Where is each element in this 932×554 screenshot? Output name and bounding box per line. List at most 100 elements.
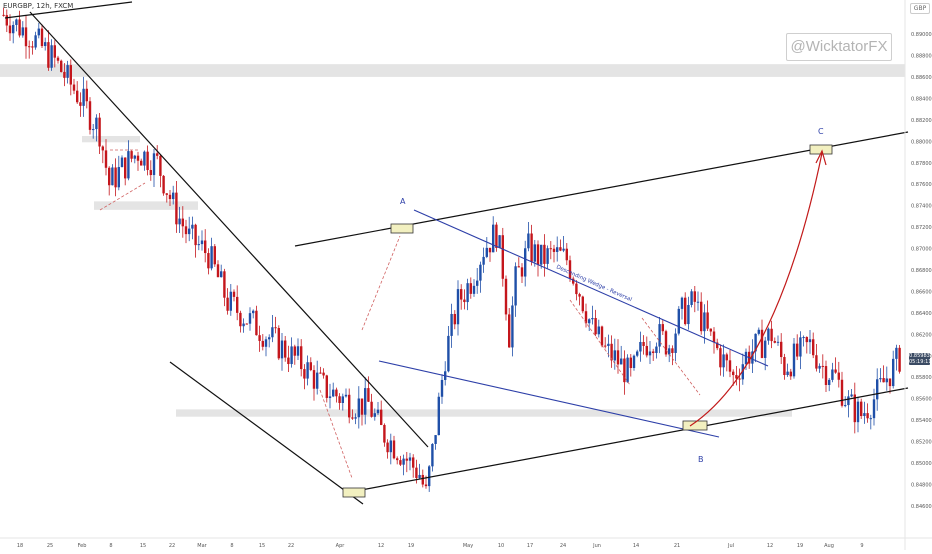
candle-body	[191, 224, 194, 229]
candle-body	[213, 246, 216, 265]
candle-body	[146, 151, 149, 171]
candle-body	[520, 267, 524, 277]
candle-body	[332, 389, 335, 397]
candle-body	[319, 372, 322, 374]
candle-body	[188, 228, 191, 235]
candle-body	[751, 351, 754, 364]
candle-body	[674, 333, 677, 353]
candle-body	[677, 308, 680, 334]
box-point-a	[390, 223, 414, 234]
candle-body	[808, 339, 812, 343]
candle-body	[700, 301, 703, 332]
candle-body	[2, 14, 5, 16]
candle-body	[840, 379, 844, 406]
candle-body	[108, 167, 111, 186]
candle-body	[719, 348, 722, 368]
candle-body	[853, 394, 856, 423]
candle-body	[287, 357, 290, 365]
candle-body	[338, 396, 341, 403]
candle-body	[53, 45, 56, 58]
candle-body	[834, 369, 837, 373]
candle-body	[844, 405, 847, 407]
wedge-label: Descending Wedge - Reversal	[555, 264, 633, 303]
x-tick-label: 22	[169, 543, 175, 549]
candle-body	[66, 65, 69, 78]
x-tick-label: 22	[288, 543, 294, 549]
candle-body	[95, 117, 98, 130]
candle-body	[485, 247, 488, 257]
watermark-label: @WicktatorFX	[786, 33, 892, 61]
candle-body	[124, 157, 127, 179]
candle-body	[764, 340, 767, 358]
candle-body	[655, 346, 658, 353]
candle-body	[274, 327, 277, 329]
candle-body	[328, 396, 332, 398]
candle-body	[802, 337, 805, 339]
candle-body	[12, 24, 15, 34]
candle-body	[639, 341, 642, 352]
candle-body	[181, 218, 184, 227]
candle-body	[168, 194, 172, 200]
candle-body	[316, 372, 319, 389]
candle-body	[143, 151, 146, 166]
candle-body	[140, 160, 143, 166]
candle-body	[200, 240, 204, 245]
candle-body	[296, 346, 300, 356]
candle-body	[18, 19, 21, 36]
candle-body	[799, 337, 802, 357]
candle-body	[620, 358, 623, 365]
candle-body	[847, 396, 850, 406]
candle-body	[351, 417, 354, 419]
candle-body	[82, 88, 85, 106]
projection-arrow-path	[689, 152, 823, 427]
channel-lower-line	[344, 387, 909, 494]
candle-body	[732, 371, 735, 376]
x-tick-label: Feb	[78, 543, 87, 549]
y-tick-label: 0.87600	[911, 182, 932, 188]
candle-body	[773, 341, 776, 343]
candle-body	[69, 65, 72, 85]
candle-body	[450, 313, 453, 336]
candle-body	[645, 345, 648, 356]
candle-body	[549, 248, 552, 250]
candle-body	[37, 28, 40, 36]
x-tick-label: Apr	[336, 543, 346, 549]
candle-body	[495, 224, 498, 248]
candle-body	[514, 266, 517, 306]
candle-body	[472, 285, 476, 294]
candle-body	[120, 157, 124, 168]
candle-body	[357, 398, 360, 418]
candle-body	[562, 248, 565, 251]
candle-body	[92, 129, 95, 131]
candle-body	[556, 247, 559, 252]
candle-body	[31, 46, 34, 48]
trendline-major-down	[29, 11, 429, 448]
y-tick-label: 0.84800	[911, 482, 932, 488]
candle-body	[322, 372, 325, 376]
candle-body	[610, 343, 613, 361]
candle-body	[104, 150, 108, 168]
candle-body	[524, 248, 527, 277]
candle-body	[175, 192, 178, 225]
candle-body	[744, 351, 748, 365]
candle-body	[44, 42, 47, 47]
candle-body	[492, 224, 495, 253]
candle-body	[34, 35, 37, 48]
candle-body	[229, 291, 232, 311]
y-tick-label: 0.88400	[911, 96, 932, 102]
candle-body	[15, 19, 18, 25]
candle-body	[402, 458, 405, 465]
y-tick-label: 0.89000	[911, 32, 932, 38]
candle-body	[136, 155, 140, 161]
candle-body	[309, 362, 312, 371]
candle-body	[24, 27, 28, 47]
candle-body	[690, 291, 693, 305]
x-tick-label: 18	[17, 543, 23, 549]
candle-body	[722, 354, 725, 368]
candle-body	[684, 297, 687, 325]
candle-body	[261, 340, 264, 347]
candle-body	[172, 192, 175, 200]
candle-body	[578, 294, 581, 297]
